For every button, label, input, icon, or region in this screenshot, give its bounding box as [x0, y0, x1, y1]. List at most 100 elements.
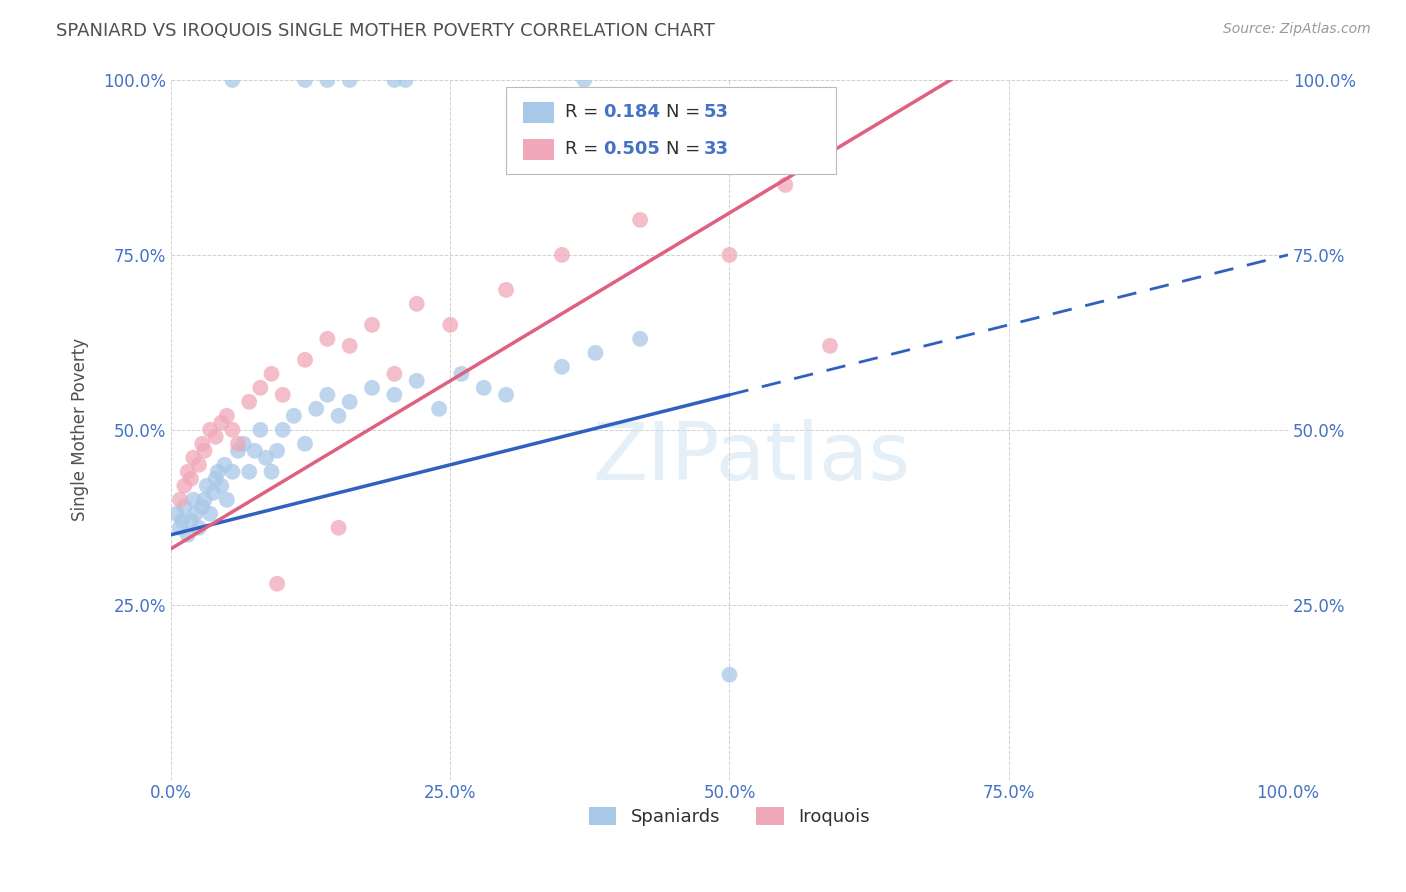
- Point: [818, 339, 841, 353]
- Point: [195, 479, 218, 493]
- Point: [283, 409, 305, 423]
- Point: [209, 416, 232, 430]
- Point: [384, 367, 406, 381]
- Point: [328, 409, 350, 423]
- Point: [384, 388, 406, 402]
- Point: [193, 492, 215, 507]
- Point: [305, 401, 328, 416]
- Point: [628, 213, 651, 227]
- Point: [204, 430, 226, 444]
- Point: [585, 346, 607, 360]
- Legend: Spaniards, Iroquois: Spaniards, Iroquois: [582, 800, 877, 833]
- Point: [439, 318, 461, 332]
- Point: [427, 401, 450, 416]
- Point: [207, 465, 229, 479]
- Point: [294, 352, 316, 367]
- Point: [177, 527, 200, 541]
- Point: [775, 178, 797, 192]
- Point: [294, 73, 316, 87]
- Point: [221, 465, 243, 479]
- Point: [361, 318, 384, 332]
- Point: [339, 73, 361, 87]
- Point: [172, 514, 194, 528]
- Point: [551, 248, 574, 262]
- Point: [221, 73, 243, 87]
- Text: R =: R =: [565, 140, 605, 158]
- Point: [628, 332, 651, 346]
- Point: [226, 443, 249, 458]
- Text: R =: R =: [565, 103, 605, 121]
- Point: [384, 73, 406, 87]
- Point: [405, 374, 427, 388]
- FancyBboxPatch shape: [506, 87, 835, 175]
- Point: [495, 283, 517, 297]
- Point: [221, 423, 243, 437]
- Point: [177, 465, 200, 479]
- Point: [187, 521, 209, 535]
- Point: [294, 437, 316, 451]
- Point: [339, 394, 361, 409]
- Point: [718, 248, 741, 262]
- Point: [271, 388, 294, 402]
- Point: [180, 472, 202, 486]
- Point: [328, 521, 350, 535]
- Point: [238, 465, 260, 479]
- Point: [254, 450, 277, 465]
- Point: [184, 507, 207, 521]
- Point: [450, 367, 472, 381]
- Point: [260, 367, 283, 381]
- Text: SPANIARD VS IROQUOIS SINGLE MOTHER POVERTY CORRELATION CHART: SPANIARD VS IROQUOIS SINGLE MOTHER POVER…: [56, 22, 716, 40]
- Text: 33: 33: [704, 140, 728, 158]
- Point: [249, 423, 271, 437]
- Point: [495, 388, 517, 402]
- Point: [193, 443, 215, 458]
- Point: [249, 381, 271, 395]
- Point: [191, 437, 214, 451]
- Text: N =: N =: [666, 103, 706, 121]
- Text: 0.505: 0.505: [603, 140, 661, 158]
- Point: [198, 423, 221, 437]
- Point: [232, 437, 254, 451]
- Point: [183, 492, 205, 507]
- Point: [361, 381, 384, 395]
- Point: [180, 514, 202, 528]
- Text: ZIPatlas: ZIPatlas: [593, 418, 911, 497]
- Point: [394, 73, 416, 87]
- Point: [260, 465, 283, 479]
- Point: [551, 359, 574, 374]
- Point: [202, 485, 225, 500]
- Point: [166, 507, 188, 521]
- Point: [316, 388, 339, 402]
- Point: [405, 297, 427, 311]
- Point: [209, 479, 232, 493]
- Point: [316, 332, 339, 346]
- Point: [169, 521, 191, 535]
- FancyBboxPatch shape: [523, 139, 554, 160]
- Point: [266, 443, 288, 458]
- Point: [718, 667, 741, 681]
- Point: [271, 423, 294, 437]
- Text: 53: 53: [704, 103, 728, 121]
- Point: [339, 339, 361, 353]
- Point: [215, 409, 238, 423]
- FancyBboxPatch shape: [523, 102, 554, 123]
- Point: [574, 73, 596, 87]
- Point: [214, 458, 236, 472]
- Point: [169, 492, 191, 507]
- Text: 0.184: 0.184: [603, 103, 661, 121]
- Point: [266, 576, 288, 591]
- Point: [187, 458, 209, 472]
- Point: [198, 507, 221, 521]
- Point: [238, 394, 260, 409]
- Y-axis label: Single Mother Poverty: Single Mother Poverty: [72, 338, 89, 521]
- Text: N =: N =: [666, 140, 706, 158]
- Point: [173, 500, 195, 514]
- Point: [316, 73, 339, 87]
- Point: [191, 500, 214, 514]
- Point: [204, 472, 226, 486]
- Point: [215, 492, 238, 507]
- Point: [472, 381, 495, 395]
- Point: [183, 450, 205, 465]
- Point: [226, 437, 249, 451]
- Point: [243, 443, 266, 458]
